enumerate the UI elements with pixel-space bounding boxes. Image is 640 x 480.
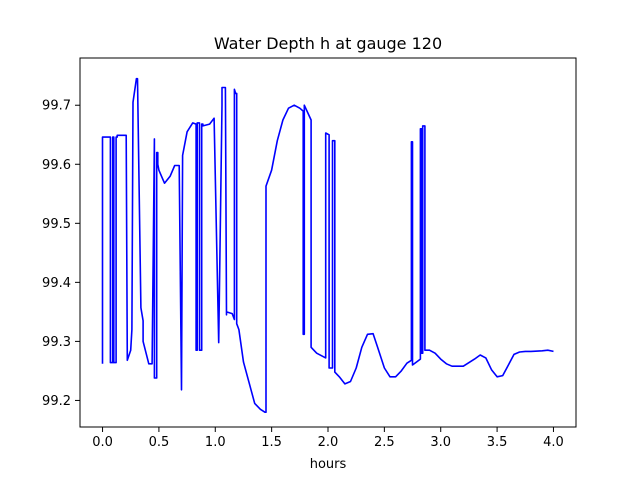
x-tick-label: 0.0 [92,435,113,450]
chart-title: Water Depth h at gauge 120 [214,34,442,53]
x-tick-label: 3.5 [487,435,508,450]
y-tick-label: 99.6 [42,158,71,173]
y-tick-label: 99.2 [42,394,71,409]
y-axis-ticks: 99.2 99.3 99.4 99.5 99.6 99.7 [42,99,80,409]
x-tick-label: 2.5 [374,435,395,450]
x-tick-label: 2.0 [318,435,339,450]
series-line [101,77,554,414]
plot-frame [79,57,577,428]
x-tick-label: 1.0 [205,435,226,450]
x-axis-label: hours [310,457,347,472]
x-tick-label: 1.5 [261,435,282,450]
x-tick-label: 0.5 [149,435,170,450]
y-tick-label: 99.5 [42,217,71,232]
y-tick-label: 99.7 [42,99,71,114]
x-tick-label: 4.0 [543,435,564,450]
series-layer [101,77,554,414]
y-tick-label: 99.3 [42,335,71,350]
x-axis-ticks: 0.0 0.5 1.0 1.5 2.0 2.5 3.0 3.5 4.0 [92,427,564,450]
y-tick-label: 99.4 [42,276,71,291]
x-tick-label: 3.0 [430,435,451,450]
